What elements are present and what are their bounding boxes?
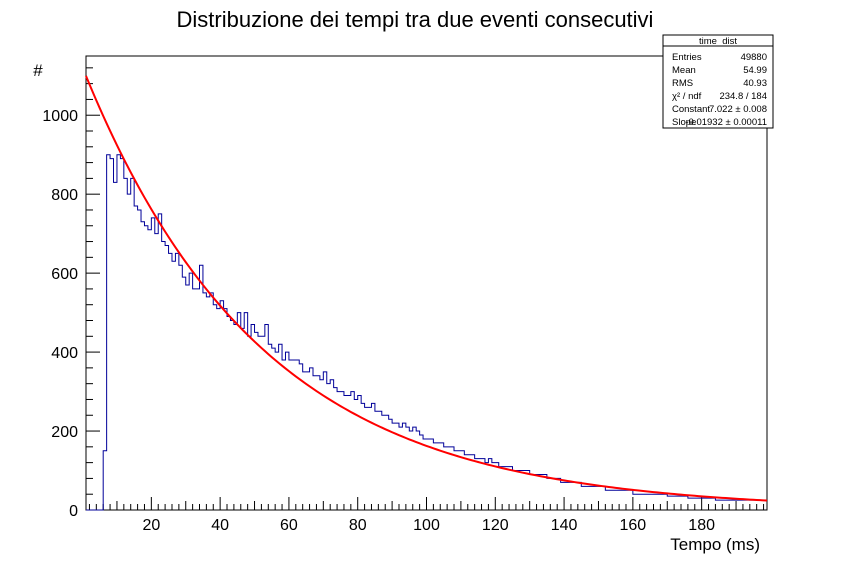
- x-tick-label: 60: [280, 517, 298, 534]
- x-axis-label: Tempo (ms): [670, 535, 760, 554]
- chart-title: Distribuzione dei tempi tra due eventi c…: [177, 7, 654, 32]
- stat-value: 7.022 ± 0.008: [709, 104, 767, 115]
- x-tick-label: 80: [349, 517, 367, 534]
- x-tick-label: 120: [482, 517, 509, 534]
- y-tick-label: 800: [51, 187, 78, 204]
- stats-box: time_dist Entries 49880 Mean 54.99 RMS 40.93 χ…: [662, 34, 774, 129]
- stat-label: Slope: [672, 117, 696, 128]
- stat-value: 49880: [741, 52, 767, 63]
- x-tick-label: 180: [688, 517, 715, 534]
- stats-box-name: time_dist: [699, 36, 737, 47]
- stat-label: Constant: [672, 104, 710, 115]
- histogram-outline: [86, 154, 767, 511]
- y-axis-label: #: [33, 61, 43, 80]
- y-axis: 0 200 400 600 800 1000: [42, 67, 100, 520]
- y-tick-label: 1000: [42, 108, 78, 125]
- stat-label: Entries: [672, 52, 702, 63]
- x-tick-label: 40: [211, 517, 229, 534]
- y-tick-label: 0: [69, 503, 78, 520]
- stat-value: -0.01932 ± 0.00011: [685, 117, 767, 128]
- stats-box-frame: [662, 34, 774, 129]
- x-axis: 20 40 60 80 100 120 140 160 180: [88, 497, 765, 534]
- histogram-bins: [86, 154, 767, 511]
- y-tick-label: 200: [51, 424, 78, 441]
- exponential-fit-curve: [85, 75, 768, 502]
- y-tick-label: 600: [51, 266, 78, 283]
- stat-label: χ² / ndf: [672, 91, 702, 102]
- stat-value: 40.93: [743, 78, 767, 89]
- stat-value: 54.99: [743, 65, 767, 76]
- y-tick-label: 400: [51, 345, 78, 362]
- x-tick-label: 20: [142, 517, 160, 534]
- x-tick-label: 140: [551, 517, 578, 534]
- stat-label: RMS: [672, 78, 693, 89]
- x-tick-label: 100: [413, 517, 440, 534]
- stats-box-rows: Entries 49880 Mean 54.99 RMS 40.93 χ² / ndf 234…: [672, 52, 767, 128]
- x-tick-label: 160: [620, 517, 647, 534]
- stat-value: 234.8 / 184: [719, 91, 767, 102]
- stat-label: Mean: [672, 65, 696, 76]
